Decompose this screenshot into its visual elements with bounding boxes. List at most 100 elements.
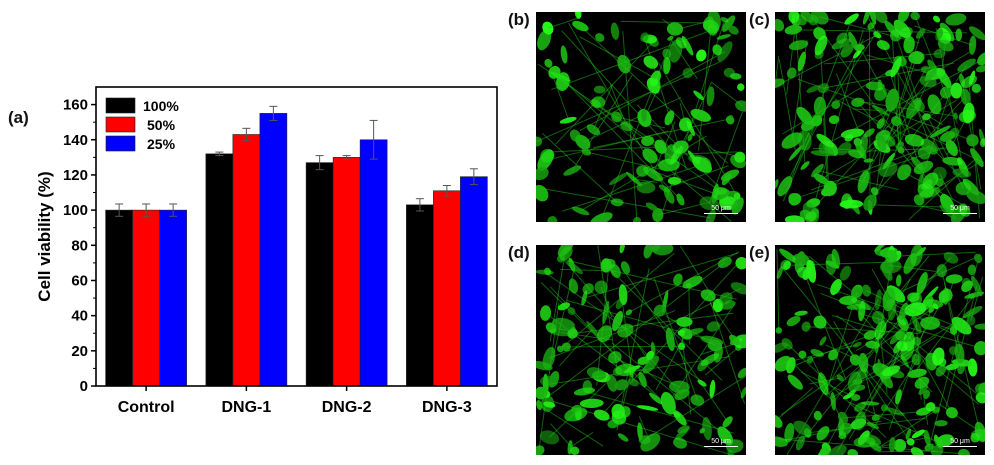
cell-process — [895, 254, 982, 295]
cell — [536, 386, 547, 400]
cell-process — [664, 165, 729, 189]
x-tick-label: DNG-3 — [422, 399, 472, 416]
cell-process — [826, 362, 864, 396]
cell — [637, 356, 649, 365]
cell-process — [559, 76, 682, 201]
cell — [827, 444, 847, 455]
cell — [637, 422, 643, 441]
cell-process — [822, 397, 854, 455]
cell-process — [929, 161, 981, 194]
cell-process — [555, 41, 654, 145]
cell — [737, 83, 745, 91]
cell — [571, 404, 582, 413]
cell — [910, 12, 920, 21]
cell — [967, 264, 977, 276]
cell-process — [930, 146, 972, 188]
cell-process — [544, 146, 661, 153]
cell — [810, 150, 834, 157]
cell-process — [890, 313, 915, 371]
cell-process — [707, 295, 746, 404]
cell-process — [955, 64, 968, 82]
cell — [913, 51, 923, 65]
cell-process — [596, 264, 610, 386]
cell-process — [849, 402, 939, 443]
cell — [874, 320, 887, 340]
cell — [975, 383, 985, 394]
cell-process — [799, 261, 847, 381]
cell — [608, 172, 628, 186]
cell-process — [866, 290, 956, 336]
cell — [642, 148, 658, 164]
cell — [910, 447, 924, 455]
cell-process — [874, 143, 883, 206]
cell — [544, 267, 552, 276]
cell — [682, 67, 694, 79]
cell — [905, 97, 922, 119]
cell — [607, 419, 619, 429]
cell-process — [610, 356, 680, 388]
cell — [567, 307, 576, 315]
cell — [684, 328, 704, 336]
cell — [915, 247, 927, 257]
plot-frame — [95, 86, 498, 387]
cell-process — [679, 103, 686, 125]
cell — [719, 292, 733, 305]
bar-100% — [105, 209, 133, 387]
cell — [667, 177, 682, 185]
bar-100% — [305, 162, 334, 387]
cell — [664, 110, 675, 126]
cell-process — [786, 343, 887, 439]
cell — [927, 94, 942, 115]
cell-process — [561, 30, 677, 156]
cell-process — [901, 257, 952, 308]
cell — [801, 120, 815, 132]
cell — [775, 327, 783, 334]
cell-process — [888, 298, 967, 331]
cell — [706, 86, 715, 107]
cell — [673, 273, 683, 286]
scale-bar-line — [943, 213, 977, 214]
cell — [937, 39, 954, 52]
cell — [619, 245, 625, 254]
cell — [787, 374, 803, 390]
cell — [794, 310, 808, 316]
cell — [547, 216, 558, 222]
cell — [795, 435, 805, 451]
cell — [851, 394, 861, 401]
cell-process — [593, 118, 731, 149]
cell — [960, 88, 971, 106]
cell-process — [810, 29, 864, 217]
cell — [784, 423, 795, 443]
cell — [849, 354, 861, 366]
cell-process — [559, 328, 594, 367]
cell-process — [595, 103, 668, 151]
cell — [537, 149, 554, 171]
cell — [618, 284, 628, 306]
cell — [945, 13, 967, 26]
cell — [566, 260, 583, 275]
cell — [788, 40, 809, 51]
cell — [665, 327, 675, 352]
cell — [686, 120, 695, 137]
cell — [851, 286, 863, 298]
cell — [564, 407, 588, 422]
cell — [606, 374, 618, 392]
cell — [536, 184, 549, 202]
cell — [816, 133, 834, 148]
cell-process — [808, 255, 983, 399]
cell-process — [895, 35, 918, 100]
legend-label: 50% — [147, 117, 176, 133]
cell — [653, 304, 667, 317]
cell-process — [834, 98, 915, 141]
cell — [775, 78, 785, 89]
cell — [969, 70, 976, 85]
cell — [915, 28, 926, 39]
cell — [712, 44, 722, 56]
legend-label: 25% — [147, 136, 176, 152]
cell — [819, 447, 830, 455]
cell — [722, 15, 736, 32]
cell — [536, 445, 545, 455]
cell — [854, 384, 866, 392]
cell — [733, 192, 741, 200]
cell — [925, 402, 936, 412]
